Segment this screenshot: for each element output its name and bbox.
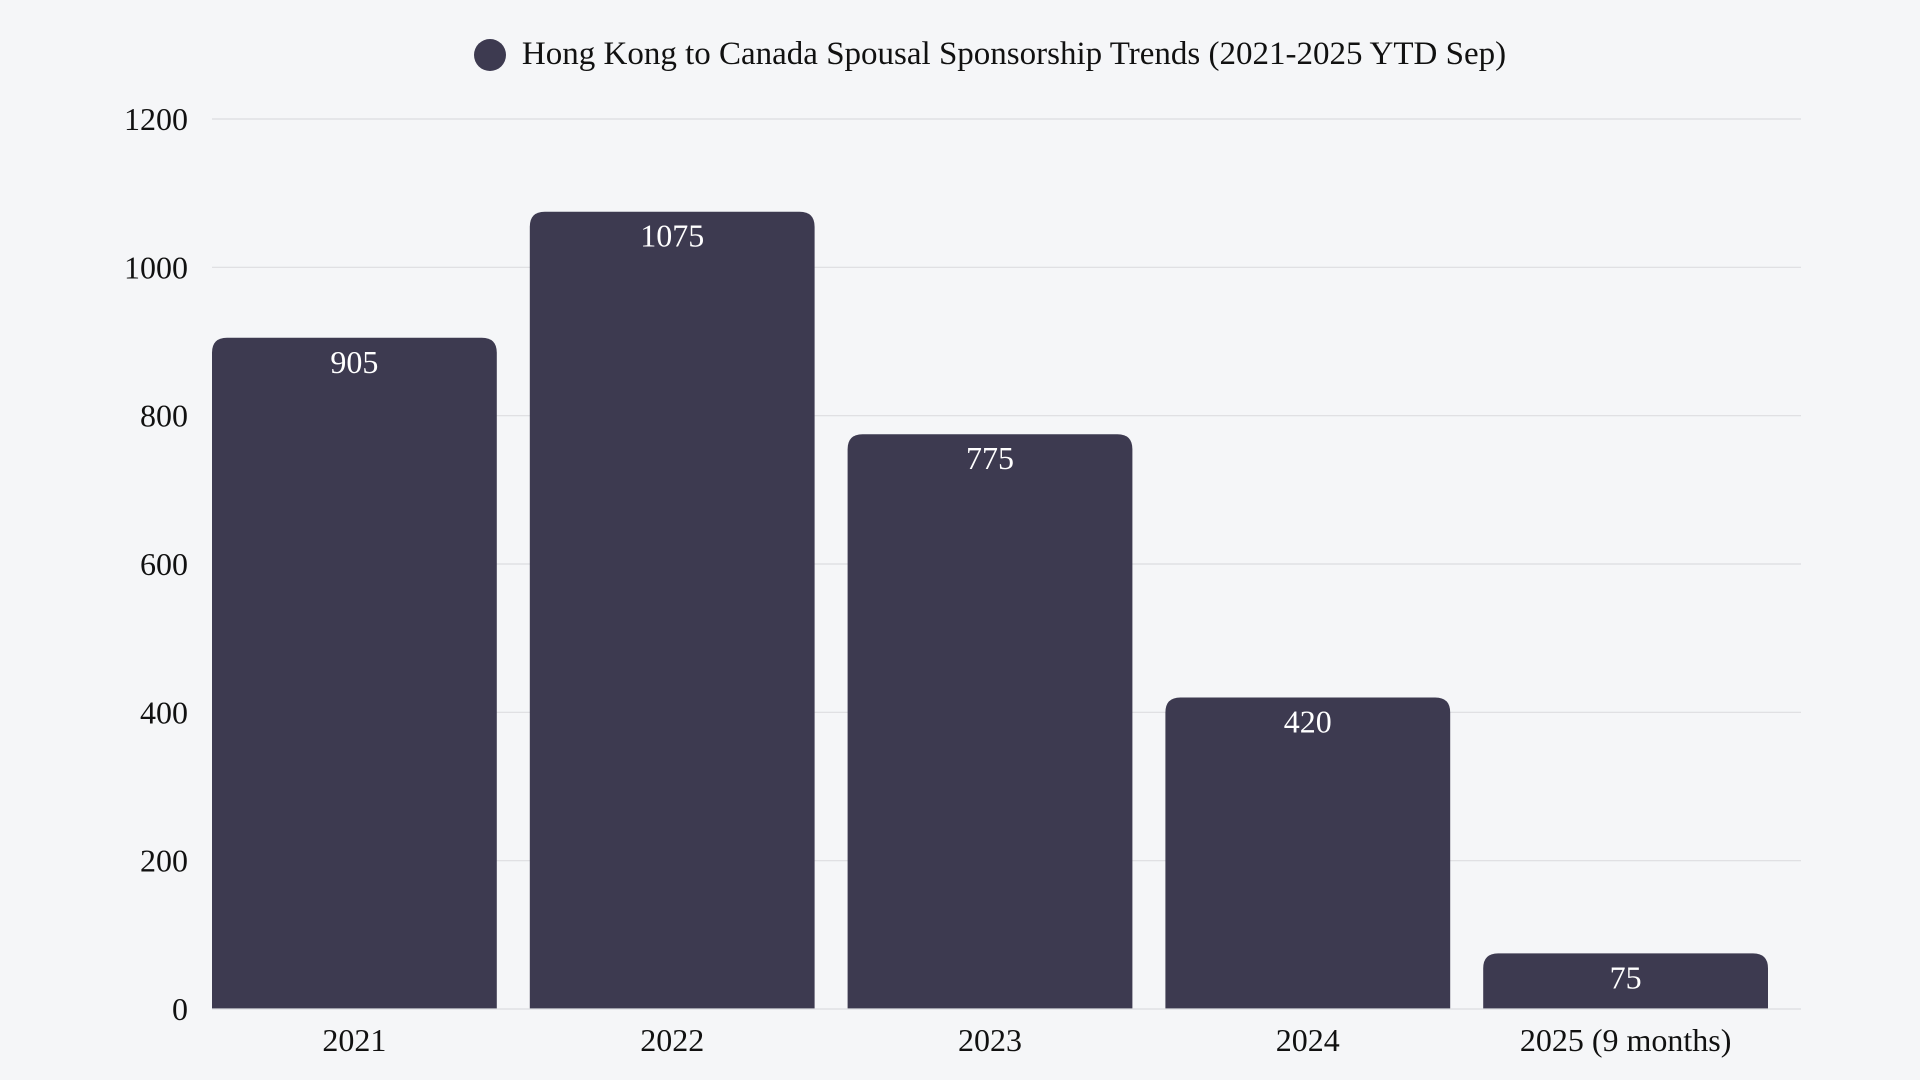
x-tick-label: 2021 <box>322 1022 386 1058</box>
x-tick-label: 2024 <box>1276 1022 1340 1058</box>
y-tick-label: 600 <box>140 546 188 582</box>
legend: Hong Kong to Canada Spousal Sponsorship … <box>0 36 1920 73</box>
bar-2024 <box>1165 697 1451 1009</box>
bar-2021 <box>212 337 497 1010</box>
legend-swatch-icon <box>473 38 506 71</box>
x-tick-label: 2025 (9 months) <box>1520 1022 1732 1058</box>
x-tick-label: 2022 <box>640 1022 704 1058</box>
y-tick-label: 400 <box>140 694 188 730</box>
legend-label: Hong Kong to Canada Spousal Sponsorship … <box>521 36 1507 72</box>
y-tick-label: 1000 <box>124 249 188 285</box>
data-label: 75 <box>1610 959 1642 995</box>
bar-2023 <box>847 434 1133 1009</box>
data-label: 420 <box>1284 704 1332 740</box>
data-label: 905 <box>330 344 378 380</box>
y-tick-label: 800 <box>140 398 188 434</box>
data-label: 775 <box>966 440 1014 476</box>
bar-2025-9-months- <box>1483 953 1768 1009</box>
y-tick-label: 0 <box>172 991 188 1027</box>
y-tick-label: 200 <box>140 843 188 879</box>
x-tick-label: 2023 <box>958 1022 1022 1058</box>
data-label: 1075 <box>640 218 704 254</box>
y-tick-label: 1200 <box>124 101 188 137</box>
bar-2022 <box>529 211 815 1010</box>
